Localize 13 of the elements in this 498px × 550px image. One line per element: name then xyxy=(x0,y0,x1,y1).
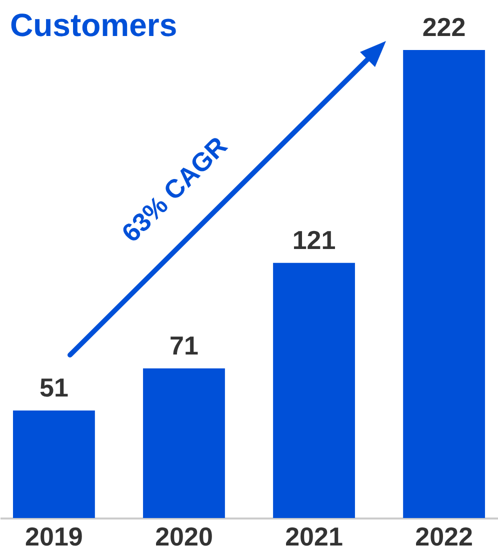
x-tick-label: 2021 xyxy=(285,522,343,550)
data-label: 121 xyxy=(292,224,336,255)
x-tick-label: 2019 xyxy=(25,522,83,550)
data-label: 51 xyxy=(40,372,68,402)
bar xyxy=(273,262,355,518)
bar xyxy=(403,50,485,518)
bar xyxy=(13,410,95,518)
x-tick-label: 2020 xyxy=(155,522,213,550)
chart-title: Customers xyxy=(10,7,178,43)
x-tick-label: 2022 xyxy=(415,522,473,550)
bar xyxy=(143,368,225,518)
data-label: 222 xyxy=(422,12,466,42)
data-label: 71 xyxy=(170,330,198,360)
